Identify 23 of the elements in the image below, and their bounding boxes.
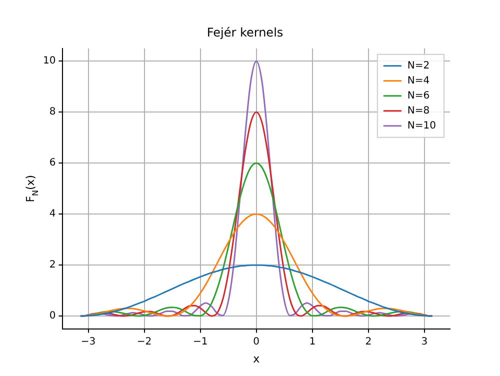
x-tick-label: 1 [309,336,316,348]
y-tick-label: 10 [42,56,56,67]
x-tick-label: −3 [80,336,96,348]
x-tick-label: 2 [365,336,372,348]
legend-label: N=2 [407,60,430,72]
legend-label: N=6 [407,90,430,102]
legend-label: N=4 [407,75,430,86]
x-tick-label: −1 [192,336,208,348]
x-axis-title: x [253,352,260,366]
y-axis-title: FN(x) [24,174,40,202]
x-tick-label: 3 [421,336,428,348]
y-tick-label: 8 [49,106,56,118]
y-tick-label: 6 [49,158,56,169]
line-series [88,162,426,317]
y-tick-label: 0 [49,310,56,322]
legend-label: N=10 [407,120,436,132]
y-tick-label: 2 [49,260,56,271]
chart-title: Fejér kernels [206,25,284,40]
line-series [80,264,434,317]
legend-label: N=8 [407,105,430,116]
y-tick-label: 4 [49,208,56,220]
x-tick-label: 0 [253,336,260,348]
x-tick-label: −2 [136,336,152,348]
